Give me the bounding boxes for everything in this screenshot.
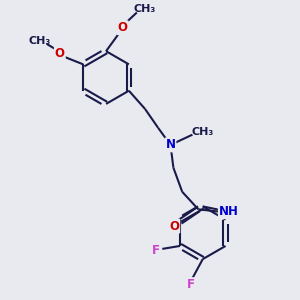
Text: NH: NH	[219, 205, 239, 218]
Text: N: N	[166, 138, 176, 152]
Text: CH₃: CH₃	[192, 127, 214, 137]
Text: F: F	[152, 244, 160, 257]
Text: F: F	[187, 278, 195, 291]
Text: CH₃: CH₃	[133, 4, 155, 14]
Text: O: O	[118, 21, 128, 34]
Text: CH₃: CH₃	[28, 36, 50, 46]
Text: O: O	[55, 47, 65, 60]
Text: O: O	[169, 220, 179, 232]
